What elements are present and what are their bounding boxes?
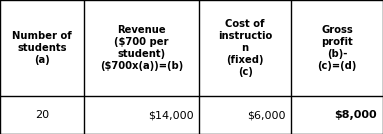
Text: $14,000: $14,000 [148, 110, 193, 120]
Text: Revenue
($700 per
student)
($700x(a))=(b): Revenue ($700 per student) ($700x(a))=(b… [100, 25, 183, 71]
Text: Cost of
instructio
n
(fixed)
(c): Cost of instructio n (fixed) (c) [218, 19, 272, 77]
Text: Number of
students
(a): Number of students (a) [12, 31, 72, 65]
Text: Gross
profit
(b)-
(c)=(d): Gross profit (b)- (c)=(d) [318, 25, 357, 71]
Text: 20: 20 [35, 110, 49, 120]
Text: $8,000: $8,000 [335, 110, 377, 120]
Text: $6,000: $6,000 [247, 110, 285, 120]
